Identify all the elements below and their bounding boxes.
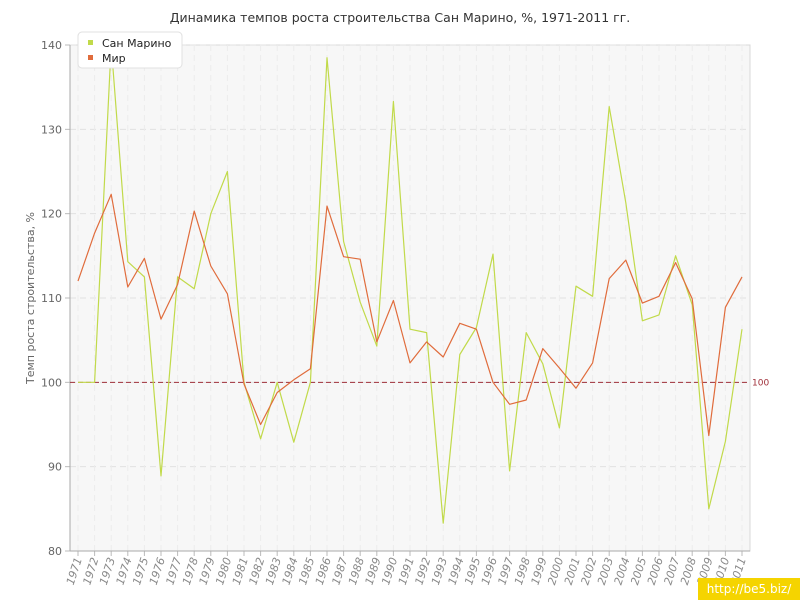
legend-box — [77, 31, 183, 69]
y-tick-label: 80 — [48, 545, 62, 558]
legend-swatch — [88, 55, 93, 60]
y-tick-label: 140 — [41, 39, 62, 52]
y-tick-label: 100 — [41, 376, 62, 389]
series-group — [77, 44, 743, 524]
series-line-san-marino — [78, 44, 743, 524]
reference-line-group: 100 — [70, 378, 769, 388]
legend[interactable]: Сан Марино Мир — [77, 31, 183, 69]
chart-title: Динамика темпов роста строительства Сан … — [170, 10, 631, 25]
legend-item-label[interactable]: Мир — [102, 52, 126, 65]
y-axis: 80 90 100 110 120 130 140 — [41, 39, 71, 558]
y-tick-label: 120 — [41, 208, 62, 221]
x-axis: 1971197219731974197519761977197819791980… — [64, 550, 750, 587]
grid — [70, 44, 750, 552]
reference-line-label: 100 — [752, 378, 769, 388]
y-axis-label: Темп роста строительства, % — [24, 212, 37, 385]
series-line-world — [77, 193, 743, 437]
legend-item-label[interactable]: Сан Марино — [102, 37, 172, 50]
y-tick-label: 130 — [41, 123, 62, 136]
y-tick-label: 110 — [41, 292, 62, 305]
legend-swatch — [88, 40, 93, 45]
watermark-badge[interactable]: http://be5.biz/ — [698, 578, 800, 600]
y-tick-label: 90 — [48, 461, 62, 474]
